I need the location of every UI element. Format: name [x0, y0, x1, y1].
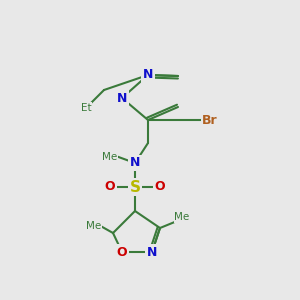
- Text: Me: Me: [86, 221, 102, 231]
- Text: Et: Et: [81, 103, 91, 113]
- Text: N: N: [117, 92, 127, 104]
- Text: Br: Br: [202, 113, 218, 127]
- Text: N: N: [130, 157, 140, 169]
- Text: Me: Me: [174, 212, 190, 222]
- Text: O: O: [155, 181, 165, 194]
- Text: S: S: [130, 179, 140, 194]
- Text: O: O: [117, 245, 127, 259]
- Text: N: N: [143, 68, 153, 82]
- Text: O: O: [105, 181, 115, 194]
- Text: N: N: [147, 245, 157, 259]
- Text: Me: Me: [102, 152, 118, 162]
